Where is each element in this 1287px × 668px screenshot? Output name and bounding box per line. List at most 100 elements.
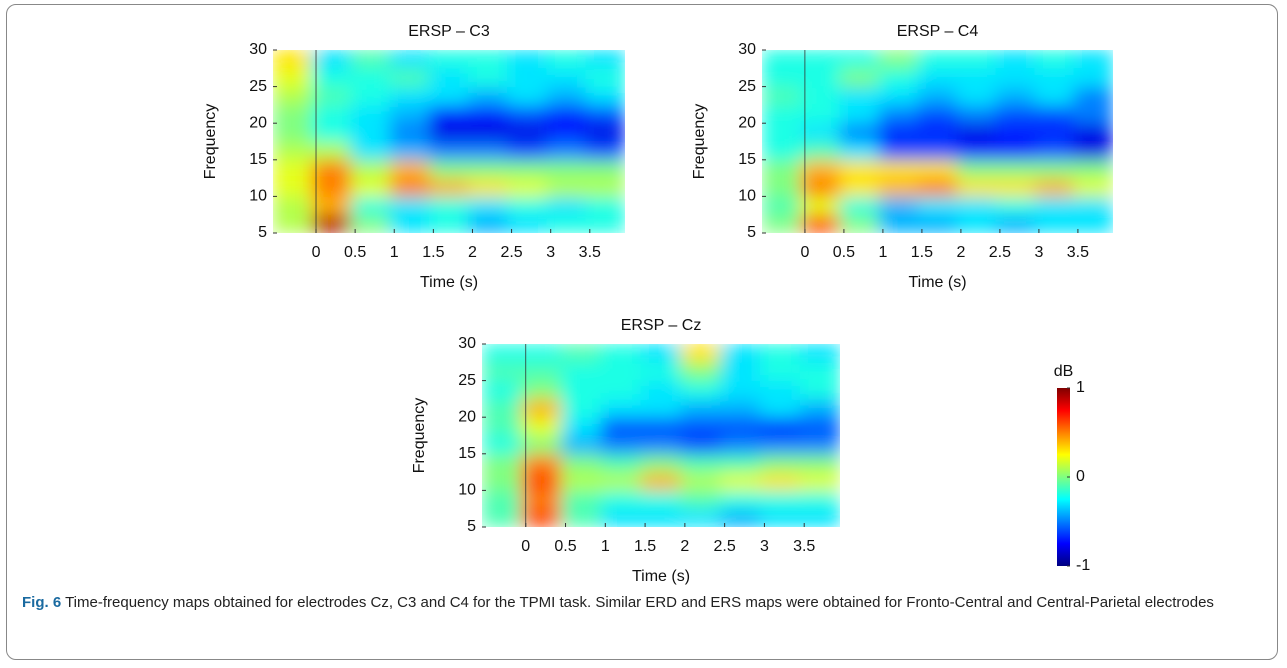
heatmap-cell: [546, 122, 587, 142]
heatmap-cell: [800, 195, 841, 216]
heatmap-cell: [273, 195, 313, 216]
heatmap-cell: [720, 416, 761, 436]
heatmap-cell: [273, 159, 313, 179]
heatmap-cell: [640, 453, 682, 473]
y-tick-label: 20: [458, 408, 476, 425]
heatmap-cell: [561, 471, 602, 491]
heatmap-cell: [762, 50, 802, 69]
heatmap-cell: [585, 104, 625, 124]
heatmap-cell: [311, 50, 352, 69]
heatmap-cell: [839, 50, 880, 69]
heatmap-cell: [482, 361, 523, 382]
heatmap-cell: [428, 159, 470, 179]
heatmap-cell: [600, 453, 642, 473]
heatmap-cell: [507, 214, 548, 233]
heatmap-cell: [759, 471, 801, 491]
heatmap-cell: [1034, 195, 1075, 216]
x-tick-label: 1.5: [911, 244, 933, 261]
heatmap-cell: [521, 361, 563, 382]
y-tick-label: 10: [458, 482, 476, 499]
heatmap-cell: [759, 380, 801, 400]
heatmap-cell: [507, 67, 548, 88]
heatmap-cell: [561, 361, 602, 382]
heatmap-cell: [1034, 104, 1075, 124]
heatmap-cell: [273, 177, 313, 197]
heatmap-cell: [521, 380, 563, 400]
x-tick-label: 2: [680, 538, 689, 555]
heatmap-cell: [350, 104, 391, 124]
heatmap-cell: [546, 104, 587, 124]
heatmap-cell: [389, 177, 430, 197]
heatmap-cell: [311, 214, 352, 233]
x-tick-label: 1: [601, 538, 610, 555]
heatmap-cell: [482, 398, 523, 418]
x-axis-label: Time (s): [420, 274, 478, 291]
x-axis-label: Time (s): [632, 568, 690, 585]
heatmap-cell: [956, 195, 997, 216]
heatmap-cell: [680, 380, 722, 400]
caption-label: Fig. 6: [22, 594, 62, 611]
heatmap-cell: [956, 141, 997, 161]
x-tick-label: 3: [760, 538, 769, 555]
colorbar-tick-label: 0: [1076, 468, 1085, 485]
heatmap-cell: [507, 177, 548, 197]
heatmap-cell: [468, 67, 509, 88]
figure-frame: [6, 4, 1278, 660]
heatmap-cell: [600, 416, 642, 436]
heatmap-cell: [507, 141, 548, 161]
heatmap-cell: [428, 86, 470, 106]
heatmap-cell: [640, 435, 682, 455]
heatmap-cell: [799, 435, 840, 455]
heatmap-cell: [311, 159, 352, 179]
heatmap-cell: [585, 177, 625, 197]
heatmap-cell: [680, 489, 722, 510]
heatmap-cell: [311, 177, 352, 197]
heatmap-cell: [800, 50, 841, 69]
heatmap-cell: [720, 380, 761, 400]
heatmap-cell: [521, 471, 563, 491]
heatmap-cell: [428, 141, 470, 161]
heatmap-cells: [273, 50, 625, 233]
heatmap-cell: [585, 50, 625, 69]
heatmap-cell: [995, 86, 1036, 106]
heatmap-cell: [561, 453, 602, 473]
heatmap-cell: [720, 489, 761, 510]
y-tick-label: 30: [458, 335, 476, 352]
heatmap-cell: [389, 195, 430, 216]
heatmap-cell: [640, 489, 682, 510]
heatmap-cell: [720, 435, 761, 455]
heatmap-cell: [759, 416, 801, 436]
heatmap-cell: [468, 50, 509, 69]
heatmap-cell: [995, 214, 1036, 233]
heatmap-cell: [640, 380, 682, 400]
heatmap-cell: [680, 416, 722, 436]
heatmap-cell: [482, 344, 523, 363]
y-tick-label: 15: [738, 151, 756, 168]
heatmap-cell: [762, 86, 802, 106]
heatmap-cell: [878, 141, 919, 161]
heatmap-cell: [273, 104, 313, 124]
heatmap-cell: [917, 86, 958, 106]
heatmap-cell: [720, 361, 761, 382]
heatmap-cell: [759, 508, 801, 527]
x-tick-label: 3.5: [793, 538, 815, 555]
heatmap-cell: [273, 50, 313, 69]
heatmap-cell: [680, 398, 722, 418]
chart-title: ERSP – C3: [408, 23, 490, 40]
heatmap-cell: [468, 104, 509, 124]
heatmap-cell: [482, 453, 523, 473]
heatmap-cell: [273, 122, 313, 142]
heatmap-cell: [1073, 50, 1113, 69]
y-axis-label: Frequency: [202, 104, 219, 180]
heatmap-cell: [585, 159, 625, 179]
y-tick-label: 25: [249, 78, 267, 95]
heatmap-cell: [600, 398, 642, 418]
x-tick-label: 1.5: [422, 244, 444, 261]
heatmap-cell: [585, 86, 625, 106]
heatmap-cell: [1073, 177, 1113, 197]
heatmap-cell: [521, 344, 563, 363]
heatmap-cell: [839, 214, 880, 233]
heatmap-cell: [389, 50, 430, 69]
